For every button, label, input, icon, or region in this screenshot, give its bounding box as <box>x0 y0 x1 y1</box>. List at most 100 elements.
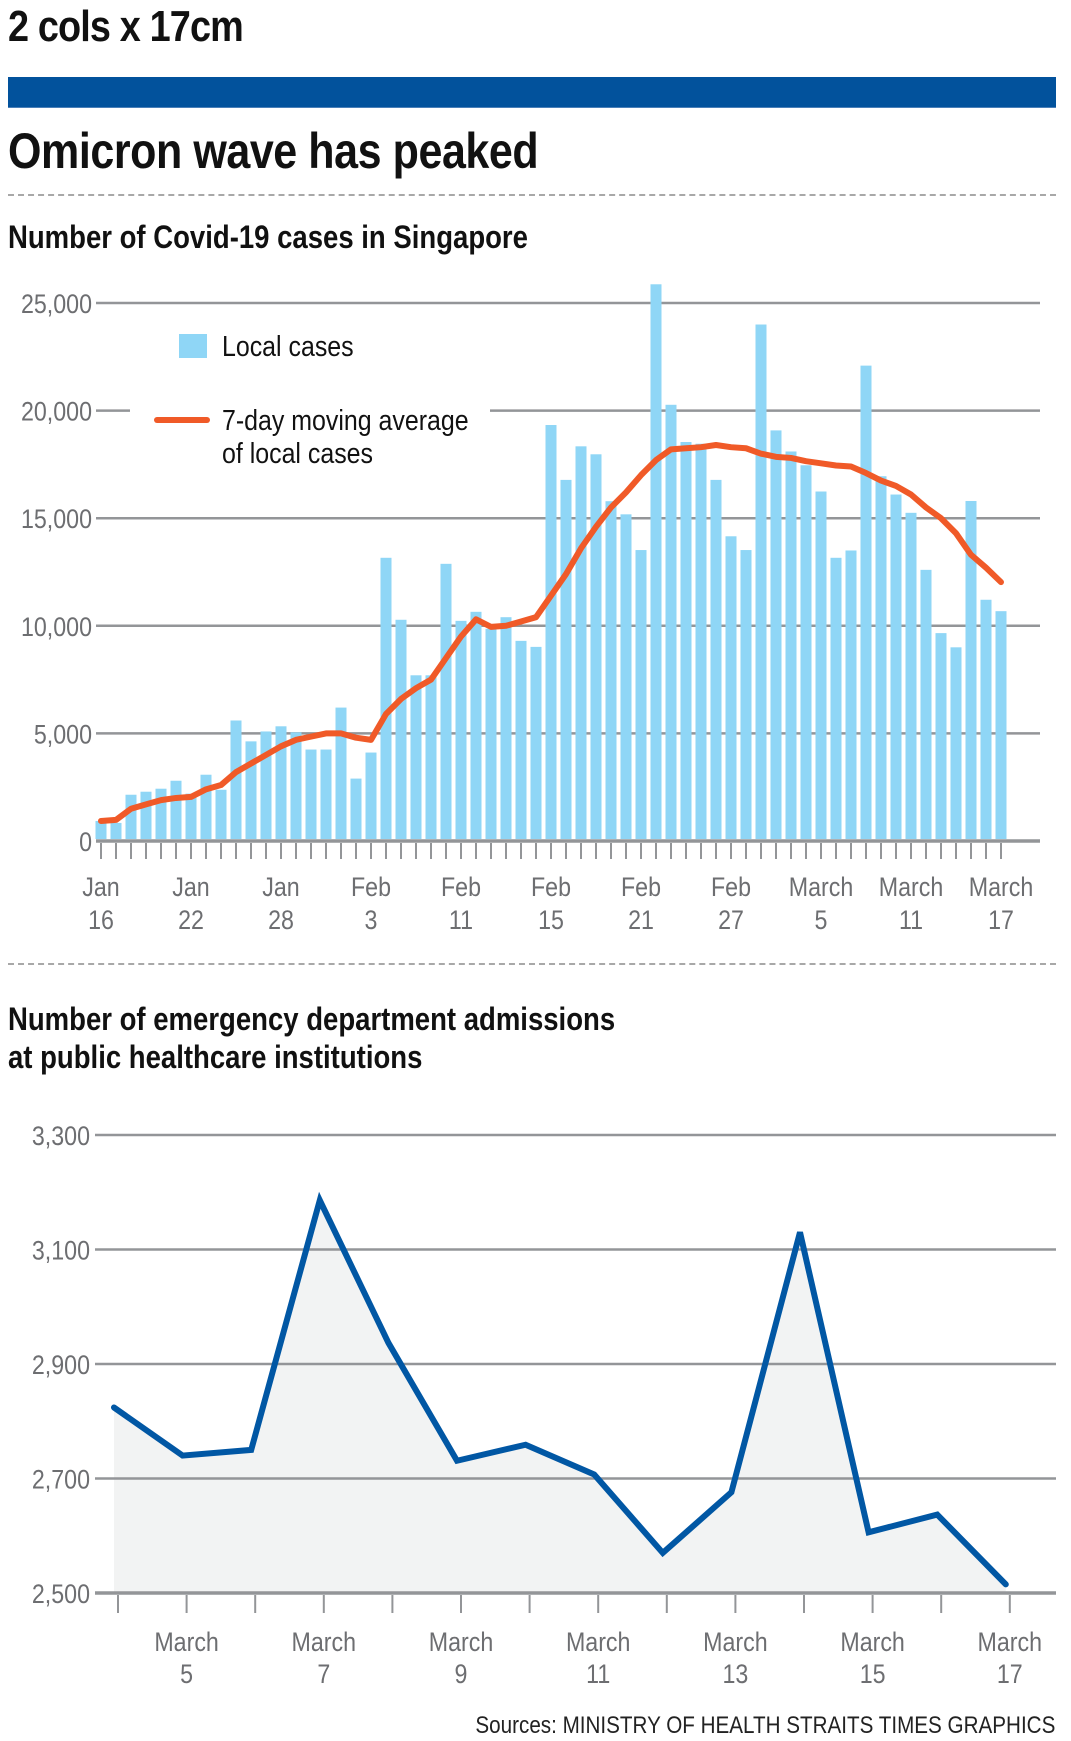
bar-local-cases <box>110 822 122 839</box>
bar-local-cases <box>740 550 752 839</box>
cases-bars <box>95 284 1007 839</box>
x-tick-label-month: March <box>154 1627 218 1657</box>
ed-gridlines <box>95 1133 1056 1595</box>
x-tick-label-day: 11 <box>899 905 923 935</box>
y-tick-label: 3,100 <box>32 1236 90 1266</box>
bar-local-cases <box>650 284 662 839</box>
x-tick-label-month: March <box>566 1627 630 1657</box>
page-size-label: 2 cols x 17cm <box>8 2 244 51</box>
x-tick-label-month: Jan <box>262 872 299 902</box>
x-tick-label-month: March <box>840 1627 904 1657</box>
bar-local-cases <box>845 550 857 839</box>
x-tick-label-month: Feb <box>441 872 481 902</box>
bar-local-cases <box>335 707 347 839</box>
bar-local-cases <box>605 501 617 839</box>
bar-local-cases <box>350 778 362 839</box>
x-tick-label-day: 13 <box>722 1659 748 1689</box>
bar-local-cases <box>785 451 797 839</box>
bar-local-cases <box>365 752 377 839</box>
x-tick-label-day: 22 <box>178 905 204 935</box>
x-tick-label-day: 3 <box>365 905 378 935</box>
y-tick-label: 20,000 <box>21 397 92 427</box>
source-credit: Sources: MINISTRY OF HEALTH STRAITS TIME… <box>475 1712 1055 1739</box>
x-tick-label-day: 27 <box>718 905 744 935</box>
bar-local-cases <box>980 599 992 839</box>
bar-local-cases <box>395 619 407 839</box>
bar-local-cases <box>920 569 932 839</box>
x-tick-label-month: Jan <box>82 872 119 902</box>
y-tick-label: 10,000 <box>21 612 92 642</box>
x-tick-label-month: March <box>429 1627 493 1657</box>
bar-local-cases <box>635 550 647 839</box>
x-tick-label-day: 7 <box>317 1659 330 1689</box>
cases-x-axis: Jan16Jan22Jan28Feb3Feb11Feb15Feb21Feb27M… <box>82 843 1033 935</box>
ed-admissions-line <box>111 1191 1009 1588</box>
y-tick-label: 2,500 <box>32 1579 90 1609</box>
bar-local-cases <box>815 491 827 839</box>
bar-local-cases <box>755 324 767 839</box>
y-tick-label: 15,000 <box>21 505 92 535</box>
headline: Omicron wave has peaked <box>8 123 539 179</box>
bar-local-cases <box>905 512 917 839</box>
x-tick-label-day: 28 <box>268 905 294 935</box>
bar-local-cases <box>950 647 962 839</box>
bar-local-cases <box>470 611 482 839</box>
section-divider <box>8 963 1056 965</box>
legend-label-moving-average-line2: of local cases <box>222 437 373 469</box>
x-tick-label-month: Jan <box>172 872 209 902</box>
y-tick-label: 0 <box>79 827 92 857</box>
ed-line <box>111 1191 1009 1588</box>
bar-local-cases <box>320 749 332 839</box>
x-tick-label-day: 21 <box>628 905 654 935</box>
x-tick-label-day: 15 <box>860 1659 886 1689</box>
ed-x-axis: March5March7March9March11March13March15M… <box>117 1595 1042 1689</box>
x-tick-label-day: 9 <box>455 1659 468 1689</box>
legend-label-local-cases: Local cases <box>222 330 354 362</box>
y-tick-label: 2,700 <box>32 1465 90 1495</box>
x-tick-label-day: 17 <box>988 905 1014 935</box>
bar-local-cases <box>500 617 512 839</box>
bar-local-cases <box>995 611 1007 839</box>
bar-local-cases <box>725 536 737 839</box>
bar-local-cases <box>185 793 197 839</box>
legend-background <box>130 400 490 420</box>
bar-local-cases <box>935 633 947 839</box>
bar-local-cases <box>245 741 257 839</box>
x-tick-label-month: Feb <box>531 872 571 902</box>
bar-local-cases <box>875 476 887 839</box>
bar-local-cases <box>965 500 977 839</box>
bar-local-cases <box>305 749 317 839</box>
bar-local-cases <box>620 514 632 839</box>
bar-local-cases <box>230 720 242 839</box>
x-tick-label-day: 5 <box>815 905 828 935</box>
bar-local-cases <box>890 494 902 839</box>
x-tick-label-month: March <box>703 1627 767 1657</box>
x-tick-label-month: March <box>978 1627 1042 1657</box>
y-tick-label: 25,000 <box>21 289 92 319</box>
section-divider <box>8 194 1056 196</box>
bar-local-cases <box>695 443 707 839</box>
bar-local-cases <box>290 732 302 839</box>
bar-local-cases <box>575 446 587 839</box>
bar-local-cases <box>800 465 812 839</box>
bar-local-cases <box>560 479 572 839</box>
bar-local-cases <box>170 780 182 839</box>
x-tick-label-month: March <box>969 872 1033 902</box>
x-tick-label-day: 16 <box>88 905 114 935</box>
cases-moving-average <box>98 442 1004 824</box>
bar-local-cases <box>410 675 422 839</box>
bar-local-cases <box>140 791 152 839</box>
bar-local-cases <box>125 794 137 839</box>
x-tick-label-day: 5 <box>180 1659 193 1689</box>
cases-y-axis: 0 5,000 10,000 15,000 20,000 25,000 <box>21 289 92 857</box>
cases-legend: Local cases 7-day moving average of loca… <box>130 330 490 469</box>
y-tick-label: 5,000 <box>34 720 92 750</box>
bar-local-cases <box>440 563 452 839</box>
bar-local-cases <box>95 820 107 839</box>
x-tick-label-month: March <box>292 1627 356 1657</box>
cases-chart-title: Number of Covid-19 cases in Singapore <box>8 219 528 255</box>
y-tick-label: 2,900 <box>32 1350 90 1380</box>
legend-swatch-local-cases <box>179 334 207 358</box>
bar-local-cases <box>770 430 782 839</box>
